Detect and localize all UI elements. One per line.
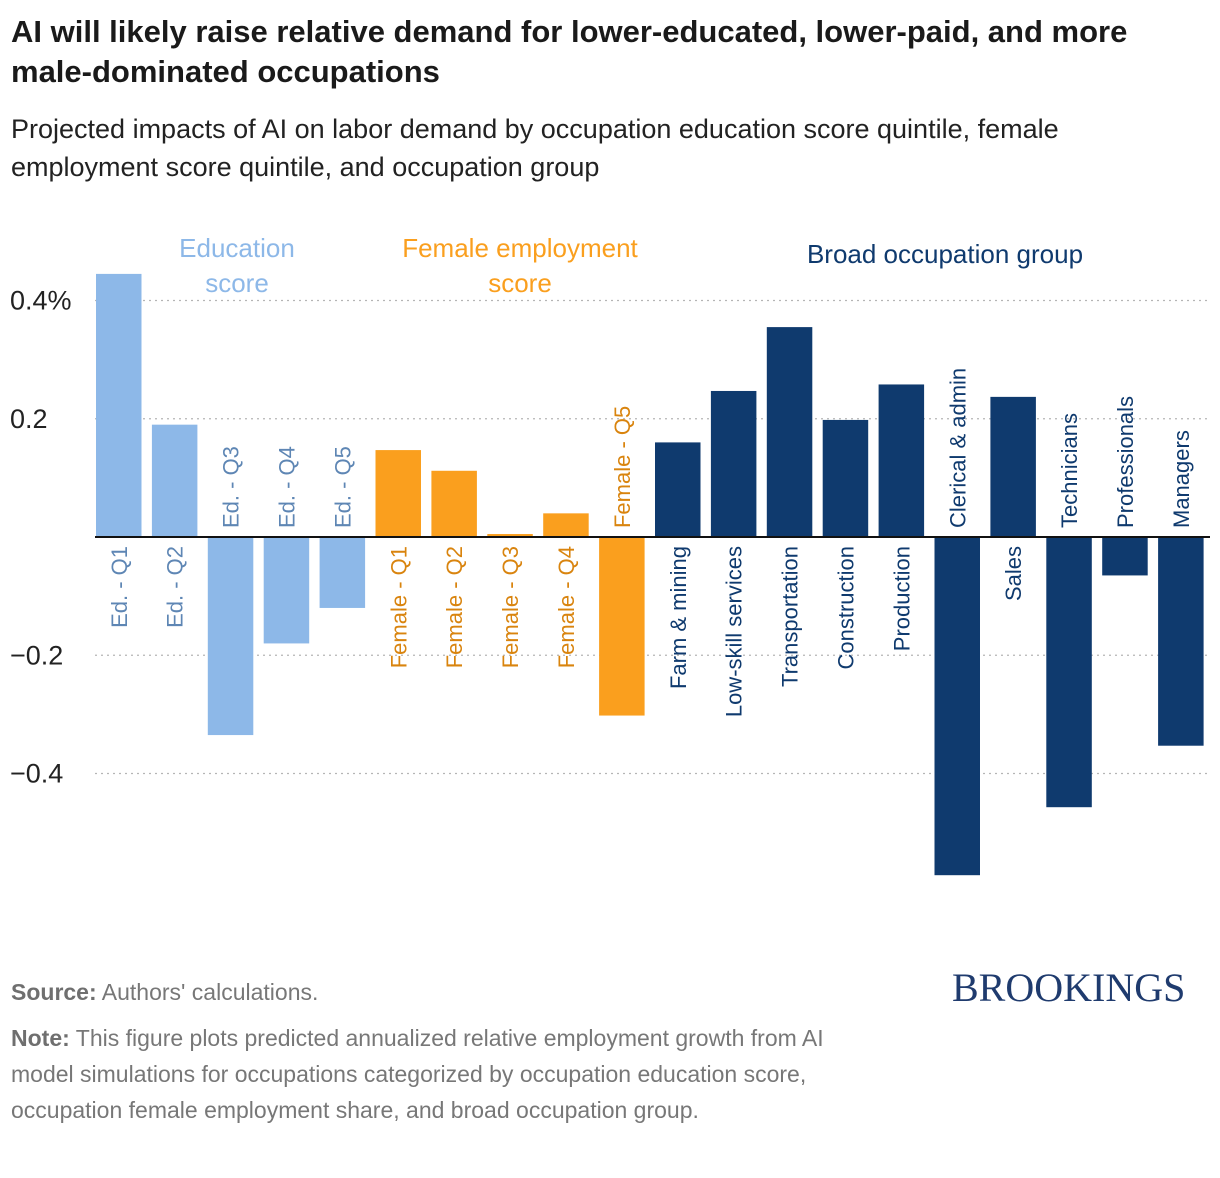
note-paragraph: Note: This figure plots predicted annual… — [11, 1020, 871, 1128]
bar-label: Sales — [1001, 546, 1026, 601]
bar-chart: 0.4% 0.2 −0.2 −0.4 Education score Female emp… — [10, 233, 1210, 876]
bar — [599, 537, 645, 716]
source-line: Source: Authors' calculations. — [11, 974, 318, 1010]
bar-label: Female - Q3 — [498, 546, 523, 668]
group-label: Broad occupation group — [807, 239, 1083, 269]
source-label: Source: — [11, 979, 97, 1005]
bar — [207, 537, 254, 736]
chart-title: AI will likely raise relative demand for… — [11, 14, 1128, 89]
bar — [487, 534, 533, 537]
note-text: This figure plots predicted annualized r… — [11, 1025, 824, 1123]
bar — [263, 537, 310, 644]
bar — [990, 396, 1036, 537]
bar-label: Female - Q1 — [386, 546, 411, 668]
bar-label: Transportation — [778, 546, 803, 687]
note-label: Note: — [11, 1025, 70, 1051]
group-labels: Education score Female employment score Broa… — [179, 233, 1083, 298]
bar — [1102, 537, 1148, 576]
bar-label: Female - Q2 — [442, 546, 467, 668]
bar — [822, 419, 869, 537]
bar — [766, 327, 813, 537]
bar-label: Technicians — [1057, 413, 1082, 528]
bar-label: Construction — [833, 546, 858, 670]
bar — [1046, 537, 1092, 808]
group-label: Education — [179, 233, 295, 263]
bar-label: Female - Q5 — [610, 406, 635, 528]
bar — [934, 537, 980, 876]
y-tick-label: −0.2 — [10, 640, 63, 670]
group-label: score — [205, 268, 269, 298]
bar-label: Female - Q4 — [554, 546, 579, 668]
chart-subtitle: Projected impacts of AI on labor demand … — [11, 114, 1059, 182]
y-tick-label: −0.4 — [10, 759, 63, 789]
bar — [878, 384, 925, 537]
bar-label: Ed. - Q2 — [163, 546, 188, 628]
bar — [151, 424, 198, 537]
y-axis-ticks: 0.4% 0.2 −0.2 −0.4 — [10, 286, 72, 789]
bar — [96, 273, 142, 537]
y-tick-label: 0.4% — [10, 286, 72, 316]
bar-label: Clerical & admin — [945, 368, 970, 528]
bar-label: Ed. - Q4 — [274, 446, 299, 528]
bar — [375, 450, 421, 537]
brookings-logo: BROOKINGS — [952, 965, 1186, 1010]
bar-label: Ed. - Q5 — [330, 446, 355, 528]
bar — [431, 470, 477, 537]
bar — [1158, 537, 1204, 746]
bar-label: Production — [889, 546, 914, 651]
group-label: score — [488, 268, 552, 298]
group-label: Female employment — [402, 233, 638, 263]
category-labels: Ed. - Q1 Ed. - Q2 Ed. - Q3 Ed. - Q4 Ed. - Q5… — [107, 368, 1194, 717]
bar — [319, 537, 366, 608]
bar-label: Ed. - Q3 — [219, 446, 244, 528]
bar-label: Ed. - Q1 — [107, 546, 132, 628]
y-tick-label: 0.2 — [10, 404, 48, 434]
bar-label: Low-skill services — [722, 546, 747, 717]
source-text: Authors' calculations. — [101, 979, 319, 1005]
bar-label: Farm & mining — [666, 546, 691, 689]
bars — [96, 273, 1204, 876]
bar — [710, 390, 757, 537]
bar-label: Professionals — [1113, 396, 1138, 528]
bar-label: Managers — [1169, 430, 1194, 528]
bar — [655, 442, 701, 537]
bar — [543, 513, 589, 537]
